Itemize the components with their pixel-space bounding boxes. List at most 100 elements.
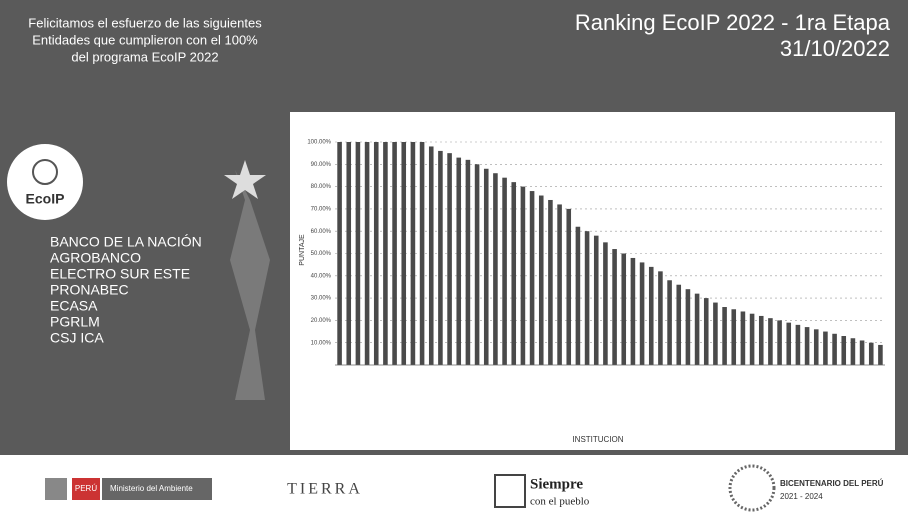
bar (832, 333, 837, 365)
peru-box (72, 478, 100, 500)
bar (685, 289, 691, 365)
bar (483, 168, 489, 365)
bar (676, 284, 682, 365)
message: Entidades que cumplieron con el 100% (32, 32, 258, 47)
bar (813, 329, 819, 365)
siempre-icon (494, 474, 526, 508)
badge-text: EcoIP (26, 191, 65, 207)
bar (786, 322, 792, 365)
bar (584, 231, 590, 365)
bar (694, 293, 700, 365)
bar (364, 142, 370, 365)
bar (740, 311, 746, 365)
badge-icon (32, 159, 58, 185)
bar (722, 307, 727, 365)
y-tick-label: 50.00% (311, 251, 332, 257)
bar (593, 235, 599, 365)
bar (777, 320, 782, 365)
y-tick-label: 100.00% (307, 140, 331, 146)
entity: PRONABEC (50, 282, 129, 298)
pueblo: con el pueblo (530, 496, 590, 508)
star (224, 160, 266, 199)
entity: CSJ ICA (50, 330, 104, 346)
bar (630, 257, 636, 365)
ministry-box (102, 478, 212, 500)
badge-circle (7, 144, 83, 220)
bar (538, 195, 544, 365)
bar (603, 242, 608, 365)
bar (703, 298, 709, 365)
bar (795, 324, 801, 365)
y-tick-label: 60.00% (311, 229, 332, 235)
bar (768, 318, 773, 365)
y-axis-label: PUNTAJE (299, 234, 306, 266)
message: del programa EcoIP 2022 (71, 49, 218, 64)
bar (758, 315, 764, 365)
bar (493, 173, 498, 365)
bar (841, 336, 847, 365)
bar (575, 226, 581, 365)
y-tick-label: 10.00% (311, 340, 332, 346)
bar (648, 266, 654, 365)
entity: BANCO DE LA NACIÓN (50, 234, 202, 250)
x-axis-label: INSTITUCION (572, 435, 623, 444)
entity: ECASA (50, 298, 98, 314)
bar (566, 208, 572, 365)
bar (355, 142, 361, 365)
bar (850, 338, 856, 365)
peru: PERÚ (75, 484, 97, 493)
y-tick-label: 80.00% (311, 184, 332, 190)
y-tick-label: 70.00% (311, 206, 332, 212)
bar (612, 249, 617, 365)
y-tick-label: 90.00% (311, 162, 332, 168)
bar (713, 302, 718, 365)
entity: PGRLM (50, 314, 100, 330)
bicentenario: BICENTENARIO DEL PERÚ (780, 479, 884, 488)
tierra: TIERRA (287, 481, 363, 498)
bar (346, 142, 352, 365)
bar (383, 142, 388, 365)
bar (419, 142, 425, 365)
y-tick-label: 30.00% (311, 296, 332, 302)
bar (511, 182, 517, 365)
bar (749, 313, 755, 365)
bar (456, 157, 462, 365)
ministry: Ministerio del Ambiente (110, 484, 193, 493)
bar (401, 142, 407, 365)
entity: AGROBANCO (50, 250, 141, 266)
bar (428, 146, 434, 365)
bar (667, 280, 672, 365)
date: 31/10/2022 (780, 36, 890, 61)
bar (557, 204, 562, 365)
bar (658, 271, 663, 365)
bar (621, 253, 627, 365)
siempre: Siempre (530, 476, 583, 492)
bar (465, 159, 471, 365)
bar (529, 191, 535, 365)
bar (502, 177, 507, 365)
entity: ELECTRO SUR ESTE (50, 266, 190, 282)
bar (731, 309, 737, 365)
bar (804, 327, 810, 365)
bar (337, 142, 342, 365)
trophy (230, 170, 270, 400)
bar (474, 164, 480, 365)
bar (823, 331, 828, 365)
title: Ranking EcoIP 2022 - 1ra Etapa (575, 10, 891, 35)
bicentenario-icon (728, 464, 776, 512)
y-tick-label: 20.00% (311, 318, 332, 324)
bar (392, 142, 397, 365)
bar (548, 199, 553, 365)
bar (639, 262, 645, 365)
chart-panel (290, 112, 895, 450)
bar (438, 150, 443, 365)
bar (868, 342, 874, 365)
y-tick-label: 40.00% (311, 273, 332, 279)
bar (520, 186, 526, 365)
peru-shield (45, 478, 67, 500)
message: Felicitamos el esfuerzo de las siguiente… (28, 15, 262, 30)
bar (859, 340, 865, 365)
bar (373, 142, 379, 365)
